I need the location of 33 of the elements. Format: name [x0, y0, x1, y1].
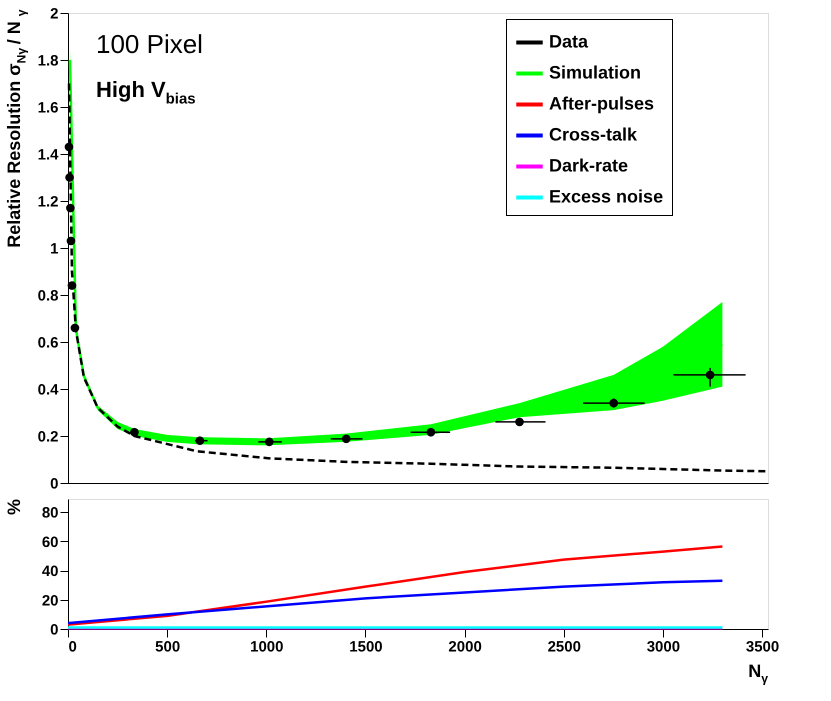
x-tick-label: 0	[68, 638, 77, 656]
legend-label: Excess noise	[549, 186, 664, 206]
x-tick-label: 500	[155, 638, 180, 656]
y-tick-label: 0	[50, 476, 58, 492]
y-tick-label: 0	[50, 622, 58, 638]
y-tick-label: 2	[50, 6, 58, 22]
x-tick-label: 2500	[548, 638, 581, 656]
x-tick-label: 3000	[646, 638, 680, 656]
legend-label: After-pulses	[549, 94, 654, 114]
y-tick-label: 80	[42, 504, 58, 522]
legend-label: Cross-talk	[549, 124, 638, 144]
y-tick-label: 0.6	[38, 334, 58, 352]
x-tick-label: 1000	[250, 638, 284, 656]
y-tick-label: 1.4	[38, 146, 60, 164]
legend-label: Data	[549, 32, 590, 52]
annotation: 100 Pixel	[96, 29, 203, 59]
x-tick-label: 1500	[349, 638, 383, 656]
y-tick-label: 0.4	[38, 382, 60, 398]
y-tick-label: 0.2	[38, 428, 58, 446]
y-tick-label: 0.8	[38, 288, 58, 304]
y-tick-label: 1	[50, 240, 58, 258]
y-tick-label: 1.8	[38, 52, 58, 70]
x-tick-label: 3500	[746, 638, 780, 656]
legend-label: Dark-rate	[549, 156, 628, 176]
y-tick-label: 60	[42, 534, 58, 551]
y-axis-title: Relative Resolution σNγ / Nγ	[4, 9, 28, 248]
y-axis-title: %	[4, 498, 24, 516]
y-tick-label: 1.6	[38, 100, 58, 116]
y-tick-label: 40	[42, 563, 58, 580]
x-tick-label: 2000	[448, 638, 482, 656]
y-tick-label: 1.2	[38, 194, 58, 210]
y-tick-label: 20	[42, 592, 58, 610]
legend-label: Simulation	[549, 62, 642, 82]
